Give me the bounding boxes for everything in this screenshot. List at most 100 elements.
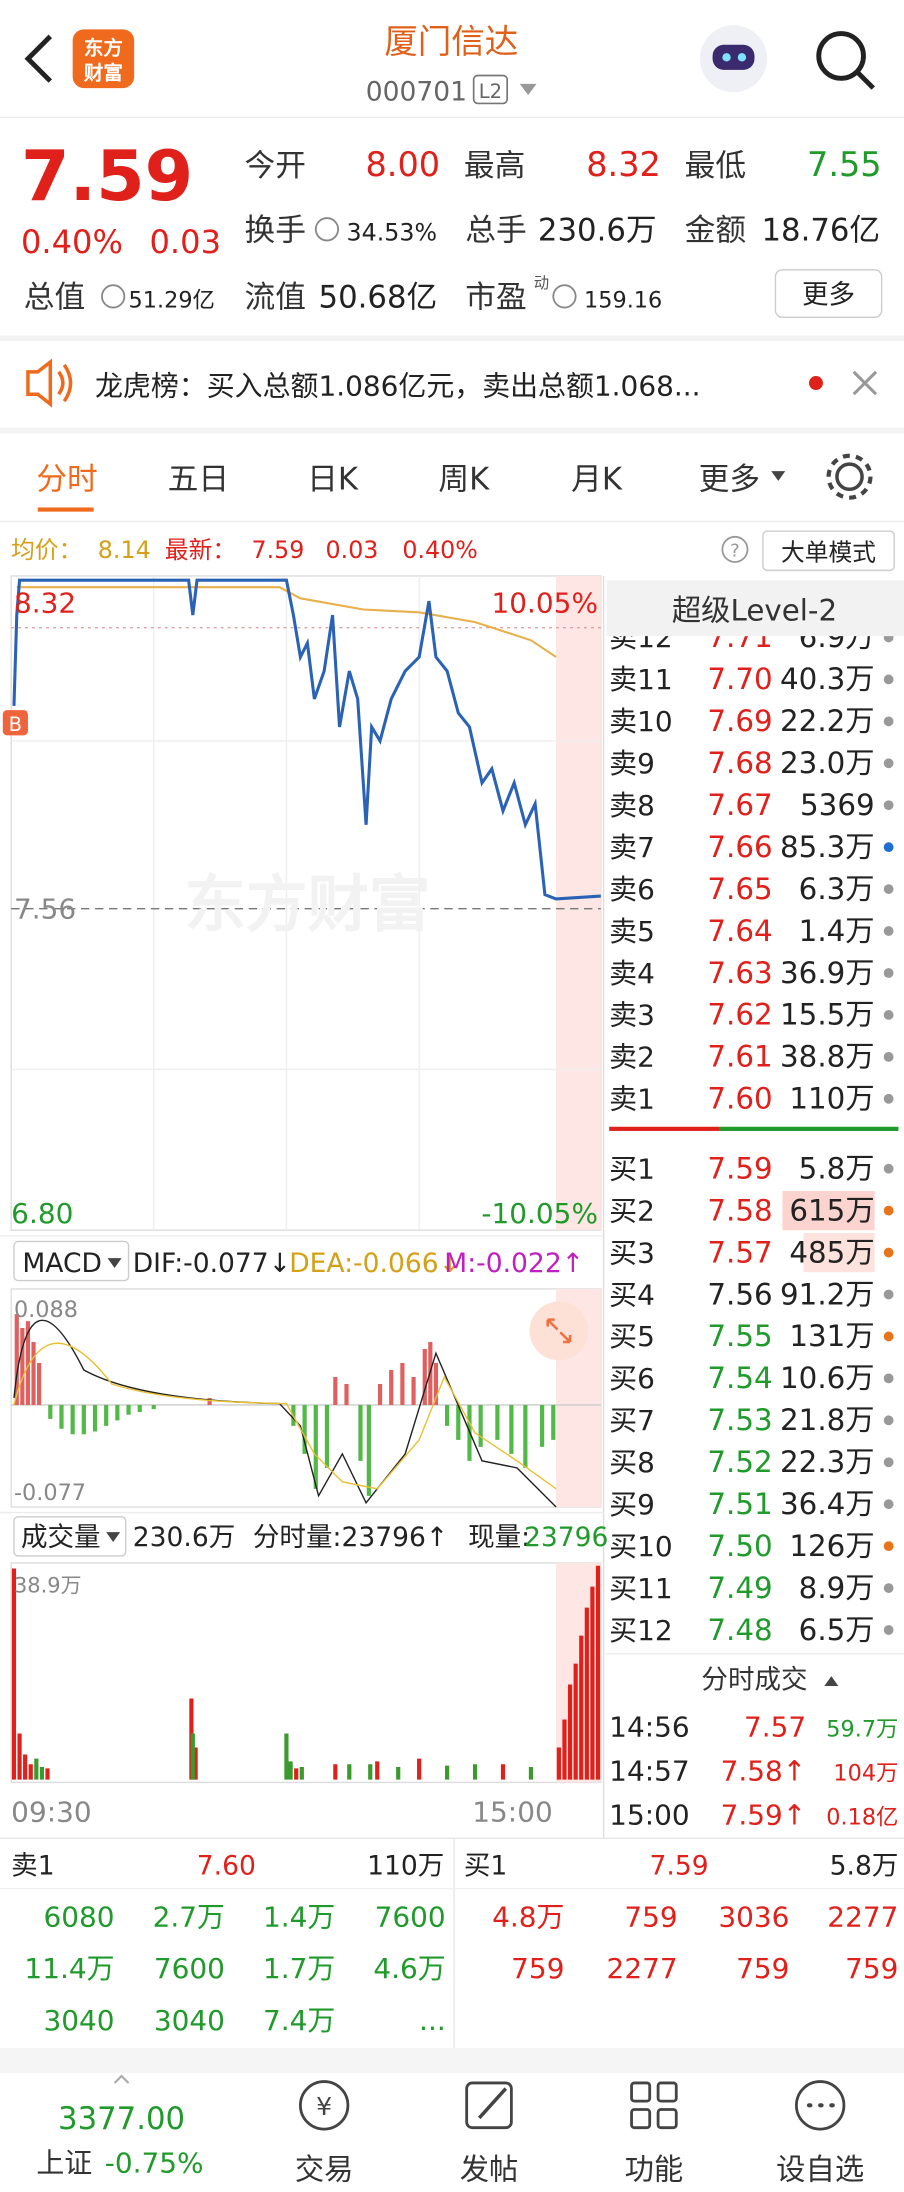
grid-lines	[11, 575, 601, 1231]
percent-axis-label: 10.05%	[492, 586, 599, 619]
order-volume: 110万	[789, 1082, 874, 1116]
order-price: 7.61	[707, 1040, 772, 1074]
nav-item[interactable]: 功能	[625, 2152, 684, 2186]
field-value: 8.00	[365, 145, 440, 184]
pen	[477, 2087, 508, 2120]
watermark: 东方财富	[184, 868, 430, 940]
field-value: 7.55	[807, 145, 882, 184]
info-icon[interactable]	[101, 284, 126, 309]
tab[interactable]: 周K	[438, 461, 490, 497]
expand-arrow[interactable]	[113, 2074, 130, 2084]
order-price: 7.68	[707, 746, 772, 780]
order-volume: 5369	[800, 788, 875, 822]
order-price: 7.69	[707, 704, 772, 738]
queue-order: 11.4万	[24, 1952, 114, 1985]
order-volume: 36.4万	[780, 1487, 875, 1521]
queue-order: 759	[845, 1952, 898, 1985]
field-label: 总值	[24, 280, 85, 316]
queue-order: 7600	[154, 1952, 225, 1985]
order-dot	[883, 1415, 894, 1426]
help-icon[interactable]	[721, 535, 749, 563]
order-level: 卖5	[609, 915, 655, 948]
current-volume: 23796	[524, 1522, 608, 1553]
order-volume: 85.3万	[780, 830, 875, 864]
order-level: 买11	[609, 1572, 672, 1605]
more-button-label: 更多	[802, 279, 855, 310]
indicator-select[interactable]	[13, 1240, 130, 1282]
order-level: 买8	[609, 1446, 655, 1479]
order-price: 7.59	[707, 1151, 772, 1185]
order-dot	[883, 1093, 894, 1104]
tab[interactable]: 更多	[699, 461, 760, 497]
settings-teeth	[826, 453, 873, 500]
order-dot	[883, 1457, 894, 1468]
order-price: 7.54	[707, 1361, 772, 1395]
dropdown-arrow	[107, 1258, 122, 1268]
search-button[interactable]	[816, 31, 866, 81]
trade-icon[interactable]	[299, 2080, 350, 2131]
time-axis-label: 09:30	[11, 1796, 91, 1829]
settings-button[interactable]	[835, 462, 864, 492]
order-dot	[883, 968, 894, 978]
tab[interactable]: 月K	[571, 461, 623, 497]
close-button[interactable]	[852, 370, 878, 396]
info-icon[interactable]	[314, 217, 340, 242]
dropdown-arrow	[106, 1532, 121, 1542]
nav-item[interactable]: 交易	[295, 2152, 354, 2186]
order-price: 7.55	[707, 1319, 772, 1353]
indicator-name: MACD	[22, 1248, 102, 1279]
mode-button-label: 大单模式	[781, 539, 876, 567]
stock-name: 厦门信达	[384, 22, 518, 61]
stock-code: 000701	[366, 77, 467, 108]
nav-item[interactable]: 发帖	[460, 2152, 519, 2186]
watchlist-icon[interactable]	[795, 2080, 846, 2131]
sell-ratio	[609, 1126, 720, 1131]
mode-button[interactable]	[762, 530, 895, 572]
latest-label: 最新：	[165, 536, 236, 564]
order-level: 买12	[609, 1614, 672, 1647]
queue-order: 1.4万	[263, 1900, 335, 1933]
trade-volume: 0.18亿	[826, 1804, 898, 1830]
change-percent: 0.40%	[21, 223, 123, 261]
order-dot	[883, 1541, 894, 1552]
tab-underline	[37, 507, 94, 512]
tab[interactable]: 五日	[168, 461, 229, 497]
trade-volume: 104万	[833, 1760, 898, 1786]
order-volume: 22.2万	[780, 704, 875, 738]
order-volume: 126万	[789, 1529, 874, 1563]
function-icon-part	[656, 2081, 678, 2103]
order-price: 7.65	[707, 872, 772, 906]
trade-time: 15:00	[609, 1798, 689, 1831]
queue-order: 759	[511, 1952, 564, 1985]
queue-order: 7600	[375, 1900, 446, 1933]
back-button[interactable]	[24, 34, 53, 83]
nav-item[interactable]: 设自选	[776, 2152, 864, 2186]
sort-arrow[interactable]	[824, 1676, 839, 1686]
volume-down-bars	[34, 1733, 534, 1780]
speaker-icon	[26, 358, 53, 408]
indicator-select[interactable]	[13, 1516, 127, 1557]
function-icon[interactable]	[630, 2081, 652, 2103]
order-volume: 6.5万	[799, 1613, 875, 1647]
more-button[interactable]	[774, 269, 883, 319]
latest-change: 0.03	[326, 536, 379, 564]
order-volume: 6.3万	[799, 872, 875, 906]
order-price: 7.51	[707, 1487, 772, 1521]
order-level: 买5	[609, 1320, 655, 1353]
order-volume: 15.5万	[780, 998, 875, 1032]
field-value: 50.68亿	[319, 280, 438, 316]
tab[interactable]: 分时	[36, 461, 97, 497]
dropdown-arrow[interactable]	[519, 83, 537, 96]
expand-button[interactable]	[529, 1301, 589, 1361]
post-icon[interactable]	[465, 2081, 513, 2130]
order-level: 卖7	[609, 831, 655, 864]
order-dot	[883, 716, 894, 727]
order-level: 卖2	[609, 1041, 655, 1074]
order-price: 7.63	[707, 956, 772, 990]
dropdown-arrow[interactable]	[771, 471, 786, 481]
indicator-name: 成交量	[21, 1522, 101, 1553]
trade-time: 14:56	[609, 1710, 689, 1743]
tab[interactable]: 日K	[307, 461, 359, 497]
info-icon[interactable]	[552, 284, 577, 309]
field-label: 最低	[685, 148, 746, 184]
